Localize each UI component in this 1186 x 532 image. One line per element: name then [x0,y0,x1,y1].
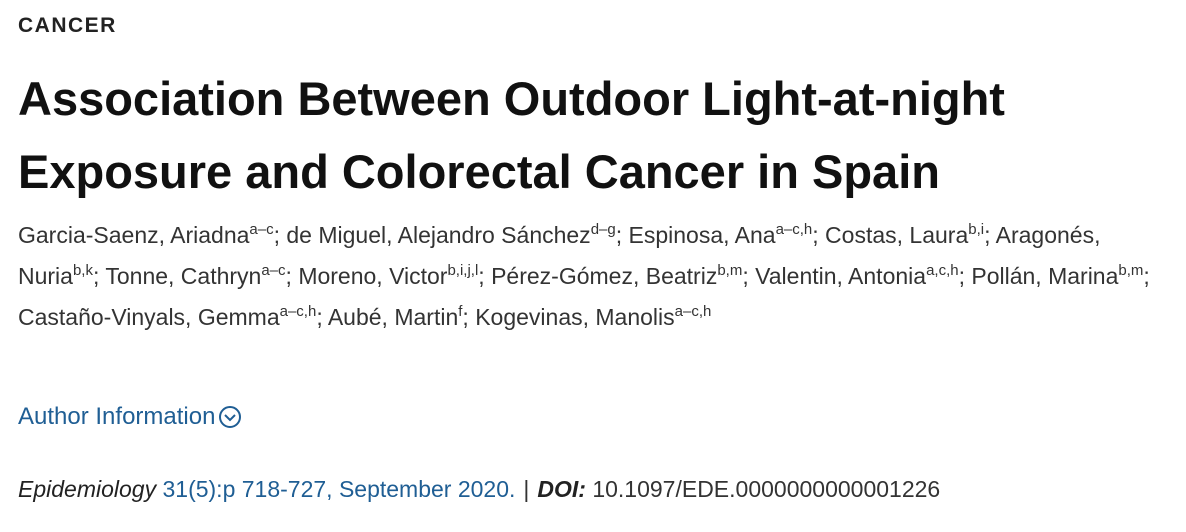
author-affiliations: a–c,h [279,303,317,320]
author-separator: ; [958,263,965,289]
author-name: Pollán, Marina [971,263,1119,289]
author-name: Costas, Laura [825,222,969,248]
author-name: Valentin, Antonia [755,263,927,289]
author-affiliations: a–c [249,221,274,238]
author-separator: ; [812,222,819,248]
author-name: Pérez-Gómez, Beatriz [491,263,718,289]
author-name: Aubé, Martin [327,304,459,330]
author-affiliations: d–g [590,221,616,238]
section-label: CANCER [18,14,117,37]
author-affiliations: a–c,h [674,303,712,320]
author-affiliations: a,c,h [926,262,959,279]
author: Pollán, Marinab,m; [971,263,1149,289]
author-name: Garcia-Saenz, Ariadna [18,222,250,248]
author: Pérez-Gómez, Beatrizb,m; [491,263,749,289]
author-affiliations: b,k [72,262,93,279]
author-separator: ; [984,222,991,248]
author-affiliations: a–c [261,262,286,279]
author-affiliations: b,m [717,262,743,279]
article-title: Association Between Outdoor Light-at-nig… [18,72,1005,198]
author: Valentin, Antoniaa,c,h; [755,263,965,289]
author-information-toggle[interactable]: Author Information [18,403,242,431]
author-name: Kogevinas, Manolis [475,304,675,330]
author-affiliations: b,m [1118,262,1144,279]
issue-link[interactable]: 31(5):p 718-727, September 2020. [162,476,516,502]
author-affiliations: a–c,h [775,221,813,238]
author-affiliations: b,i,j,l [447,262,479,279]
author-list: Garcia-Saenz, Ariadnaa–c; de Miguel, Ale… [18,215,1168,338]
author-separator: ; [462,304,469,330]
author: Costas, Laurab,i; [825,222,990,248]
author-name: Tonne, Cathryn [105,263,262,289]
author-name: Espinosa, Ana [628,222,776,248]
author: Garcia-Saenz, Ariadnaa–c; [18,222,280,248]
author: Espinosa, Anaa–c,h; [629,222,819,248]
author: Aubé, Martinf; [328,304,469,330]
author-affiliations: f [458,303,463,320]
author: Tonne, Cathryna–c; [105,263,292,289]
author-separator: ; [478,263,485,289]
author-separator: ; [273,222,280,248]
author-separator: ; [742,263,749,289]
chevron-icon[interactable] [218,405,242,429]
author-name: Aragonés, Nuria [18,222,1101,289]
author: Moreno, Victorb,i,j,l; [298,263,484,289]
author: Castaño-Vinyals, Gemmaa–c,h; [18,304,323,330]
doi: 10.1097/EDE.0000000000001226 [592,476,941,502]
author: de Miguel, Alejandro Sánchezd–g; [286,222,622,248]
author-affiliations: b,i [968,221,985,238]
author-separator: ; [615,222,623,248]
author-separator: ; [1143,263,1150,289]
author-separator: ; [92,263,100,289]
author-separator: ; [316,304,323,330]
author-information-label[interactable]: Author Information [18,403,216,430]
author-separator: ; [285,263,292,289]
journal-name: Epidemiology [18,476,157,502]
author-name: Moreno, Victor [298,263,448,289]
separator: | [523,476,530,502]
doi-label: DOI: [537,476,586,502]
author-name: de Miguel, Alejandro Sánchez [286,222,591,248]
author-name: Castaño-Vinyals, Gemma [18,304,280,330]
author: Aragonés, Nuriab,k; [18,222,1100,289]
author: Kogevinas, Manolisa–c,h [475,304,711,330]
citation: Epidemiology 31(5):p 718-727, September … [18,476,940,503]
